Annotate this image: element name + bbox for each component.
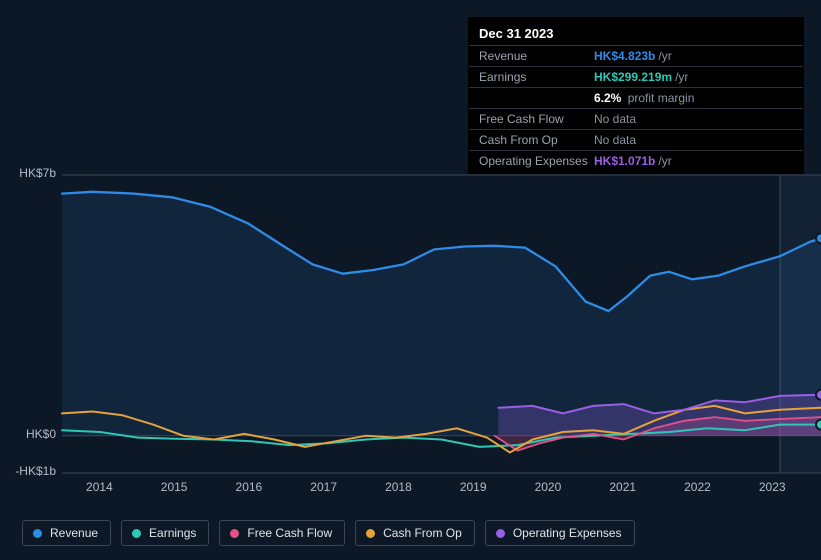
tooltip-row: Free Cash FlowNo data	[469, 109, 803, 130]
x-axis-label: 2018	[385, 480, 412, 494]
x-axis-label: 2015	[161, 480, 188, 494]
series-end-marker-earnings	[816, 420, 821, 430]
legend-item-revenue[interactable]: Revenue	[22, 520, 111, 546]
y-axis-label: HK$0	[6, 427, 56, 441]
tooltip-label: Revenue	[479, 49, 594, 63]
legend-dot-icon	[366, 529, 375, 538]
tooltip-row: RevenueHK$4.823b/yr	[469, 46, 803, 67]
legend-item-earnings[interactable]: Earnings	[121, 520, 209, 546]
series-end-marker-revenue	[816, 233, 821, 243]
tooltip-label: Free Cash Flow	[479, 112, 594, 126]
legend-label: Operating Expenses	[513, 526, 622, 540]
chart-container: Dec 31 2023 RevenueHK$4.823b/yrEarningsH…	[0, 0, 821, 560]
series-end-marker-operating_expenses	[816, 390, 821, 400]
chart-area: HK$7bHK$0-HK$1b 201420152016201720182019…	[16, 160, 805, 480]
legend-dot-icon	[33, 529, 42, 538]
legend-item-cash_from_op[interactable]: Cash From Op	[355, 520, 475, 546]
x-axis-label: 2021	[609, 480, 636, 494]
x-axis-label: 2014	[86, 480, 113, 494]
legend-label: Revenue	[50, 526, 98, 540]
legend-item-operating_expenses[interactable]: Operating Expenses	[485, 520, 635, 546]
chart-tooltip: Dec 31 2023 RevenueHK$4.823b/yrEarningsH…	[468, 17, 804, 174]
legend-item-free_cash_flow[interactable]: Free Cash Flow	[219, 520, 345, 546]
tooltip-row: Cash From OpNo data	[469, 130, 803, 151]
y-axis-label: HK$7b	[6, 166, 56, 180]
tooltip-subrow: 6.2% profit margin	[469, 88, 803, 109]
tooltip-date: Dec 31 2023	[469, 24, 803, 46]
legend-dot-icon	[496, 529, 505, 538]
x-axis-label: 2020	[535, 480, 562, 494]
tooltip-value: No data	[594, 112, 793, 126]
chart-legend: Revenue Earnings Free Cash Flow Cash From O…	[22, 520, 635, 546]
tooltip-value: No data	[594, 133, 793, 147]
series-fill-revenue	[62, 192, 821, 436]
y-axis-label: -HK$1b	[6, 464, 56, 478]
tooltip-value: HK$299.219m/yr	[594, 70, 793, 84]
x-axis-label: 2019	[460, 480, 487, 494]
tooltip-label: Cash From Op	[479, 133, 594, 147]
tooltip-row: EarningsHK$299.219m/yr	[469, 67, 803, 88]
x-axis-label: 2022	[684, 480, 711, 494]
tooltip-label: Earnings	[479, 70, 594, 84]
tooltip-value: HK$4.823b/yr	[594, 49, 793, 63]
legend-label: Free Cash Flow	[247, 526, 332, 540]
x-axis-label: 2016	[236, 480, 263, 494]
legend-dot-icon	[132, 529, 141, 538]
x-axis-label: 2017	[310, 480, 337, 494]
legend-dot-icon	[230, 529, 239, 538]
x-axis-label: 2023	[759, 480, 786, 494]
legend-label: Earnings	[149, 526, 196, 540]
legend-label: Cash From Op	[383, 526, 462, 540]
chart-plot[interactable]	[62, 175, 821, 473]
